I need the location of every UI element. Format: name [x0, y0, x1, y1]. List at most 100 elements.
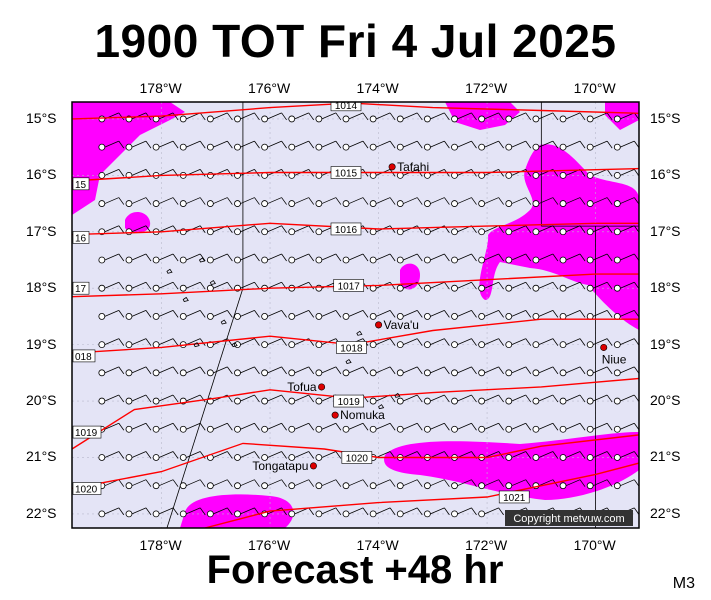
wind-barb — [315, 310, 342, 320]
wind-barb — [206, 507, 233, 518]
wind-barb — [559, 394, 586, 405]
islet — [182, 296, 189, 302]
wind-barb — [315, 422, 342, 433]
wind-barb — [206, 451, 233, 461]
wind-barb — [505, 197, 532, 207]
wind-barb — [369, 338, 396, 349]
wind-barb — [152, 310, 179, 320]
islet — [198, 257, 206, 263]
latitude-tick-label: 17°S — [650, 222, 681, 239]
wind-barb — [315, 451, 342, 461]
wind-barb — [179, 310, 206, 320]
wind-barb — [125, 281, 152, 292]
wind-barb — [179, 281, 206, 292]
latitude-tick-label: 20°S — [26, 392, 57, 409]
wind-barb — [559, 197, 586, 207]
wind-barb — [261, 253, 287, 264]
isobar-edge-label: 1020 — [72, 482, 102, 496]
wind-barb — [179, 479, 206, 490]
wind-barb — [505, 366, 532, 377]
place-label: Tofua — [287, 380, 317, 394]
place-label: Niue — [602, 352, 627, 366]
longitude-tick-label: 176°W — [248, 80, 291, 96]
wind-barb — [288, 310, 315, 320]
wind-barb — [586, 394, 613, 405]
longitude-tick-label: 176°W — [248, 537, 291, 553]
wind-barb — [234, 366, 260, 377]
wind-barb — [234, 112, 260, 123]
wind-barb — [234, 394, 260, 405]
latitude-tick-label: 18°S — [26, 279, 57, 296]
wind-barb — [423, 253, 450, 264]
wind-barb — [369, 422, 396, 433]
chart-title: 1900 TOT Fri 4 Jul 2025 — [94, 15, 617, 67]
wind-barb — [261, 197, 287, 207]
wind-barb — [532, 451, 559, 461]
wind-barb — [423, 479, 450, 490]
wind-barb — [179, 253, 206, 264]
islands: Tafahi Vava'u Niue Tofua Nomuka Tongatapu — [166, 160, 627, 473]
wind-barb — [451, 507, 477, 518]
isobar-label: 1020 — [341, 451, 373, 464]
islet — [166, 268, 173, 274]
map-frame — [71, 101, 640, 529]
wind-barb — [288, 394, 315, 405]
wind-barb — [423, 366, 450, 377]
svg-text:1020: 1020 — [75, 485, 98, 496]
wind-barb — [261, 479, 287, 490]
svg-text:17: 17 — [75, 284, 87, 295]
latitude-tick-label: 22°S — [26, 504, 57, 521]
wind-barb — [423, 281, 450, 292]
wind-barb — [261, 394, 287, 405]
wind-barb — [532, 140, 559, 151]
wind-barb — [559, 168, 586, 179]
wind-barb — [98, 366, 125, 377]
wind-barb — [288, 140, 315, 151]
wind-barb — [478, 253, 504, 264]
wind-barb — [125, 366, 152, 377]
wind-barb — [396, 479, 423, 490]
rain-area-southeast — [384, 432, 639, 500]
wind-barb — [396, 507, 423, 518]
wind-barb — [342, 422, 369, 433]
islet — [356, 330, 363, 336]
place-label: Tafahi — [397, 160, 429, 174]
wind-barb — [532, 394, 559, 405]
wind-barb — [586, 310, 613, 320]
map-grid — [72, 102, 639, 528]
wind-barb — [315, 197, 342, 207]
wind-barb — [206, 366, 233, 377]
wind-barb — [315, 112, 342, 123]
latitude-tick-label: 22°S — [650, 504, 681, 521]
wind-barb — [478, 366, 504, 377]
wind-barb — [423, 112, 450, 123]
wind-barb — [234, 310, 260, 320]
wind-barb — [179, 140, 206, 151]
wind-barb — [505, 112, 532, 123]
wind-barb — [478, 281, 504, 292]
wind-barb — [451, 197, 477, 207]
isobar-edge-label: 1019 — [72, 425, 102, 439]
svg-text:1015: 1015 — [335, 169, 358, 180]
svg-text:15: 15 — [75, 180, 87, 191]
longitude-tick-label: 178°W — [139, 537, 182, 553]
copyright-badge: Copyright metvuw.com — [505, 510, 633, 526]
wind-barb — [423, 310, 450, 320]
wind-barb — [451, 253, 477, 264]
wind-barb — [261, 112, 287, 123]
wind-barb — [532, 225, 559, 236]
wind-barb — [586, 253, 613, 264]
wind-barb — [125, 338, 152, 349]
wind-barb — [125, 310, 152, 320]
wind-barb — [505, 281, 532, 292]
wind-barb — [125, 451, 152, 461]
wind-barb — [125, 253, 152, 264]
wind-barb — [451, 140, 477, 151]
rain-area-ne — [605, 102, 639, 130]
svg-text:1019: 1019 — [338, 397, 361, 408]
wind-barb — [586, 225, 613, 236]
wind-barb — [586, 479, 613, 490]
wind-barb — [342, 507, 369, 518]
boundary-line — [166, 288, 244, 528]
wind-barb — [342, 197, 369, 207]
